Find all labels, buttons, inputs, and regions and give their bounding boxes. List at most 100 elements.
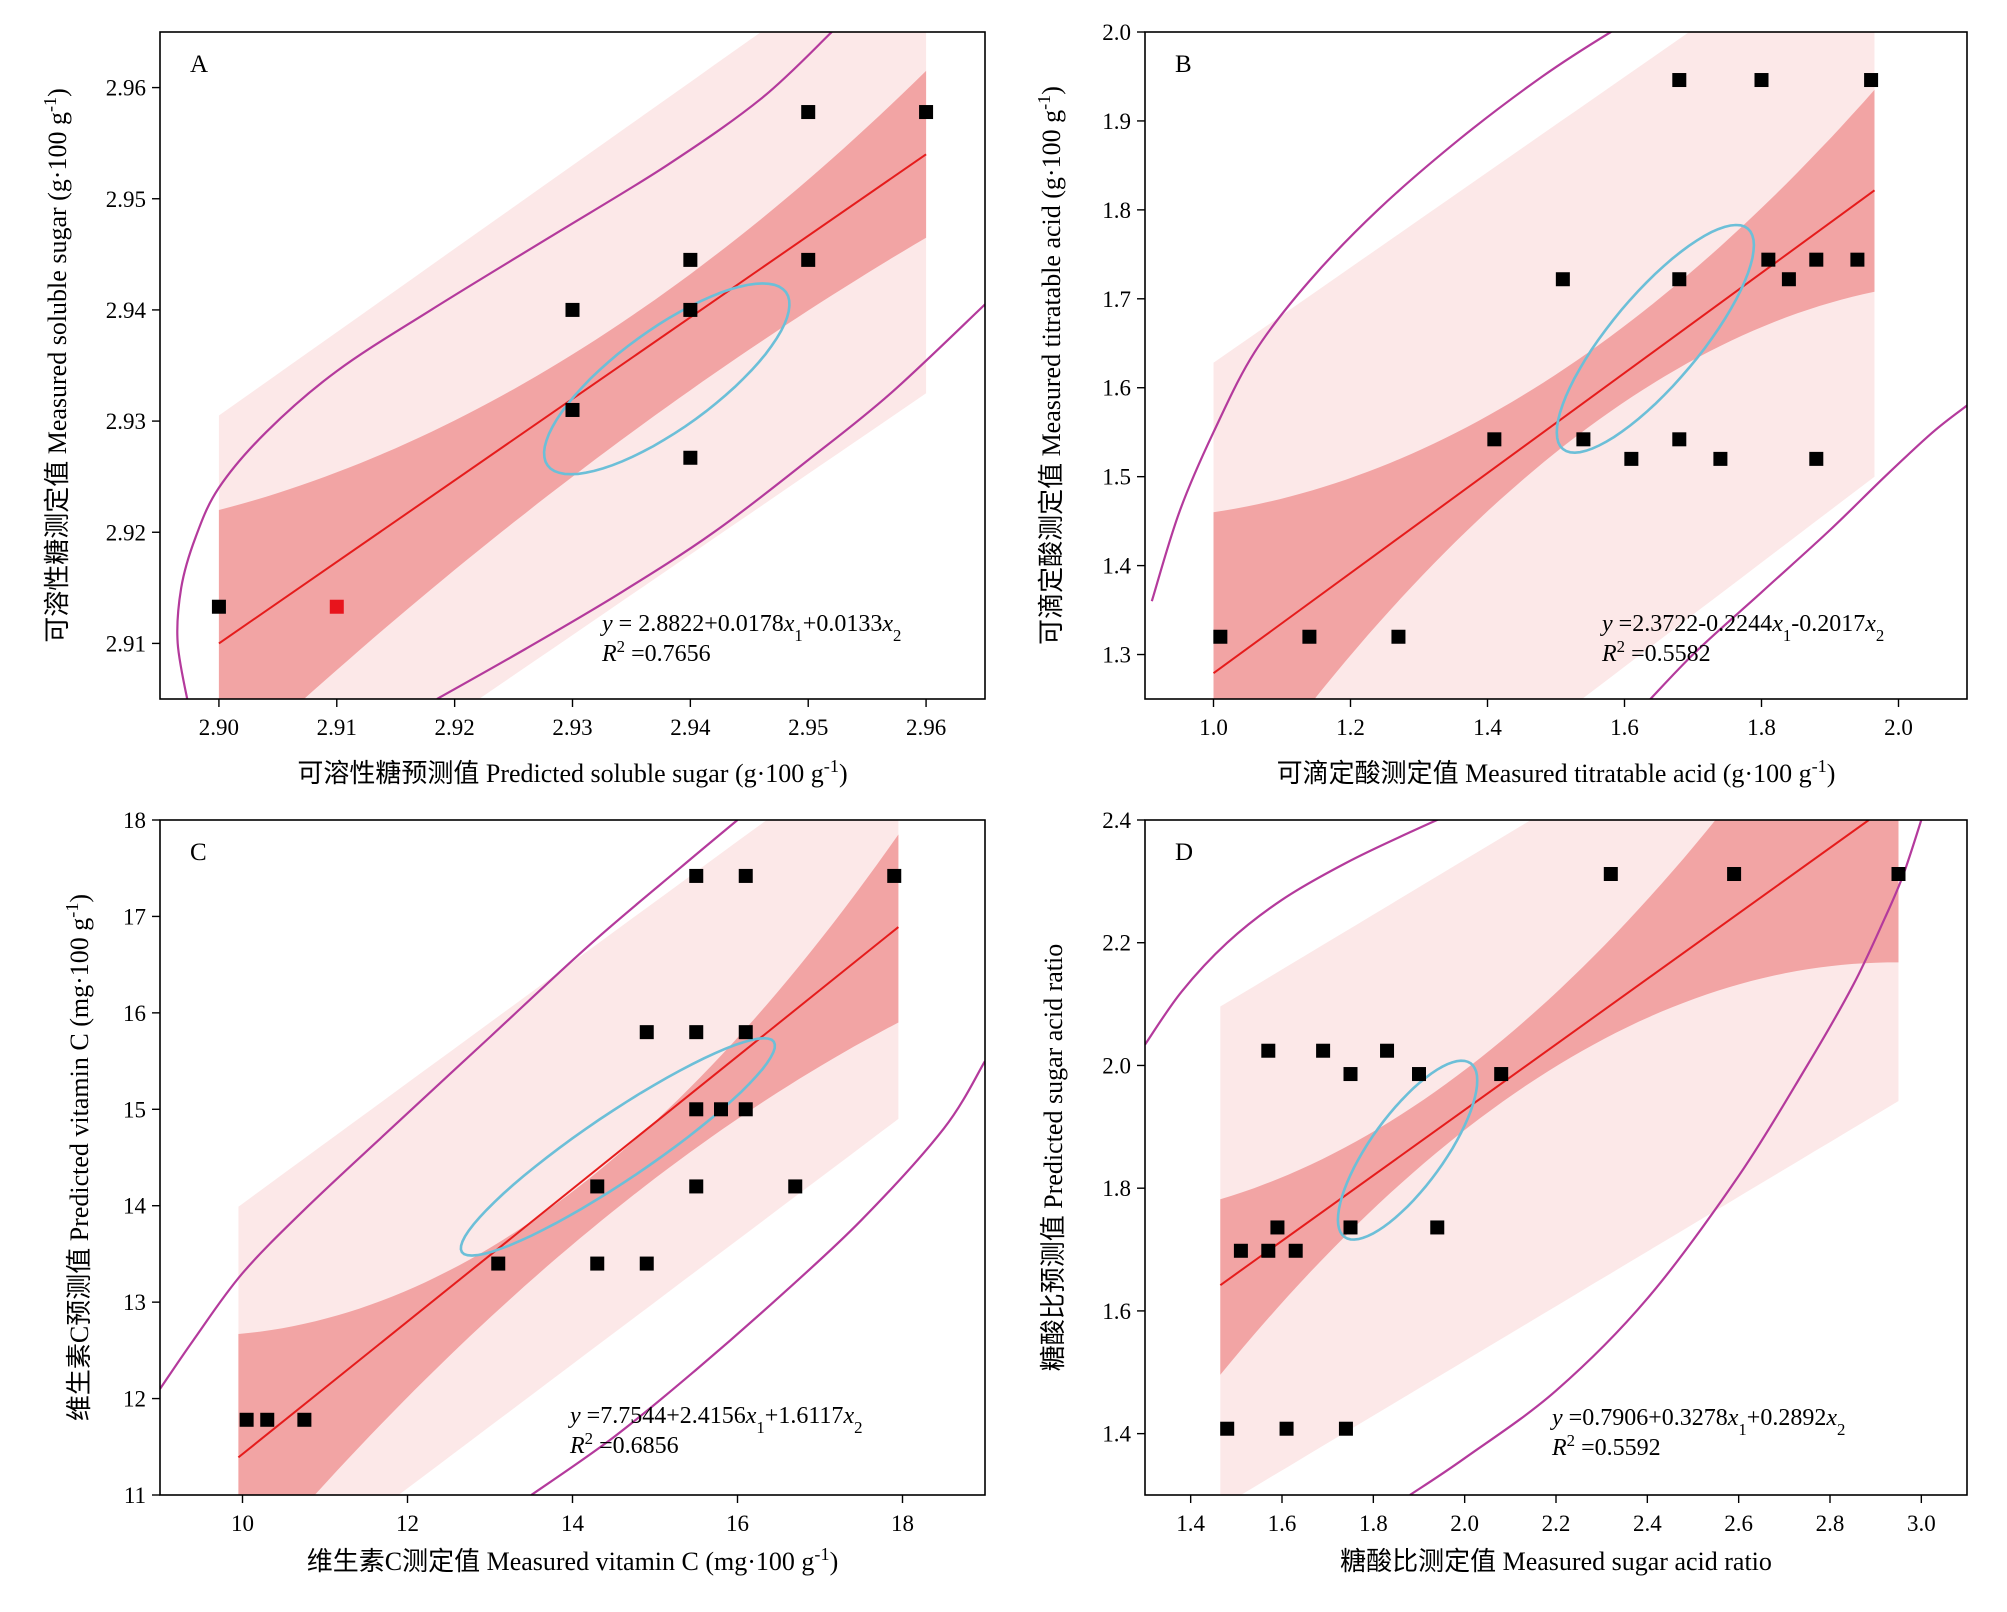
outer-curve-1: [1145, 820, 1440, 1046]
confidence-ellipse: [542, 282, 791, 476]
y-tick-label: 1.6: [1102, 376, 1131, 401]
data-point: [801, 105, 816, 120]
y-tick-label: 1.9: [1102, 109, 1131, 134]
data-point: [1864, 73, 1879, 88]
chart-panel-a: 2.90 2.91 2.92 2.93 2.94 2.95 2.96 2.91 2.92 2.93…: [40, 31, 986, 788]
x-tick-label: 2.94: [670, 715, 711, 740]
x-tick-label: 2.92: [435, 715, 475, 740]
data-point: [1343, 1220, 1358, 1235]
data-point: [1809, 451, 1824, 466]
data-point: [297, 1412, 312, 1427]
data-point: [1391, 629, 1406, 644]
data-point: [738, 868, 753, 883]
y-axis-label: 可溶性糖测定值 Measured soluble sugar (g·100 g-…: [40, 88, 72, 643]
data-point: [1850, 252, 1865, 267]
outer-curve-1: [176, 32, 833, 699]
x-tick-label: 1.0: [1199, 715, 1228, 740]
data-point: [683, 252, 698, 267]
data-point: [919, 105, 934, 120]
data-point-highlight: [329, 599, 344, 614]
x-tick-label: 1.4: [1473, 715, 1502, 740]
x-tick-label: 1.4: [1176, 1511, 1205, 1536]
data-point: [1316, 1043, 1331, 1058]
regression-equation: y =7.7544+2.4156x1+1.6117x2: [568, 1403, 862, 1437]
regression-equation: y = 2.8822+0.0178x1+0.0133x2: [600, 611, 901, 645]
prediction-band: [1220, 820, 1899, 1495]
plot-frame: [1144, 31, 1968, 700]
data-point: [1279, 1421, 1294, 1436]
prediction-band: [238, 820, 899, 1495]
data-point: [738, 1102, 753, 1117]
x-tick-label: 1.8: [1359, 1511, 1388, 1536]
outer-curve-1: [160, 820, 739, 1390]
panel-label: A: [190, 51, 208, 78]
y-tick-label: 2.91: [106, 631, 146, 656]
y-axis-label: 糖酸比预测值 Predicted sugar acid ratio: [1039, 944, 1068, 1371]
r-squared: R2 =0.6856: [569, 1429, 679, 1460]
data-point: [1270, 1220, 1285, 1235]
data-point: [1754, 73, 1769, 88]
r-squared: R2 =0.5582: [1601, 637, 1711, 668]
y-tick-label: 2.0: [1102, 20, 1131, 45]
y-tick-label: 2.4: [1102, 808, 1131, 833]
data-point: [683, 302, 698, 317]
plot-area: [160, 820, 985, 1495]
y-tick-label: 16: [123, 1001, 146, 1026]
plot-area: [1150, 32, 1967, 699]
data-point: [1233, 1243, 1248, 1258]
regression-equation: y =0.7906+0.3278x1+0.2892x2: [1550, 1405, 1845, 1439]
data-point: [689, 1179, 704, 1194]
regression-equation: y =2.3722-0.2244x1-0.2017x2: [1600, 611, 1884, 645]
panel-label: D: [1175, 839, 1193, 866]
data-point: [1809, 252, 1824, 267]
x-tick-label: 16: [726, 1511, 749, 1536]
x-tick-label: 2.6: [1724, 1511, 1753, 1536]
x-axis-label: 可滴定酸测定值 Measured titratable acid (g·100 …: [1277, 756, 1836, 788]
confidence-band: [1213, 89, 1875, 699]
y-tick-label: 15: [123, 1097, 146, 1122]
data-point: [1727, 867, 1742, 881]
data-point: [1487, 432, 1502, 447]
data-point: [1412, 1067, 1426, 1082]
confidence-ellipse: [1555, 223, 1756, 455]
y-tick-label: 13: [123, 1290, 146, 1315]
data-point: [801, 252, 816, 267]
x-tick-label: 2.93: [552, 715, 592, 740]
data-point: [1761, 252, 1776, 267]
y-tick-label: 2.0: [1102, 1053, 1131, 1078]
x-tick-label: 10: [231, 1511, 254, 1536]
y-tick-label: 11: [124, 1483, 146, 1508]
data-point: [1380, 1043, 1395, 1058]
y-tick-label: 2.94: [106, 298, 147, 323]
confidence-band: [238, 834, 899, 1495]
data-point: [689, 868, 704, 883]
y-tick-label: 1.6: [1102, 1299, 1131, 1324]
chart-panel-b: 1.0 1.2 1.4 1.6 1.8 2.0 1.3 1.4 1.5 1.6 1.7 1.8 1.9 2…: [1034, 20, 1968, 788]
outer-curve-2: [1648, 404, 1967, 699]
y-axis-label: 维生素C预测值 Predicted vitamin C (mg·100 g-1): [62, 894, 94, 1421]
data-point: [1672, 432, 1687, 447]
data-point: [1338, 1421, 1353, 1436]
x-tick-label: 3.0: [1907, 1511, 1936, 1536]
x-tick-label: 2.0: [1450, 1511, 1479, 1536]
y-tick-label: 1.8: [1102, 198, 1131, 223]
y-tick-label: 2.95: [106, 187, 146, 212]
data-point: [1430, 1220, 1445, 1235]
y-tick-label: 1.4: [1102, 554, 1131, 579]
chart-panel-c: 10 12 14 16 18 11 12 13 14 15 16 17 18 C 维生素C测定值 Measu…: [62, 808, 986, 1576]
panel-label: B: [1175, 51, 1192, 78]
data-point: [565, 302, 580, 317]
x-tick-label: 1.8: [1747, 715, 1776, 740]
x-tick-label: 2.91: [317, 715, 357, 740]
r-squared: R2 =0.5592: [1551, 1431, 1661, 1462]
y-tick-label: 18: [123, 808, 146, 833]
x-tick-label: 18: [891, 1511, 914, 1536]
y-tick-label: 2.93: [106, 409, 146, 434]
data-point: [714, 1102, 728, 1117]
data-point: [1494, 1067, 1509, 1082]
data-point: [683, 450, 698, 465]
panel-label: C: [190, 839, 207, 866]
x-tick-label: 1.2: [1336, 715, 1365, 740]
x-axis-label: 维生素C测定值 Measured vitamin C (mg·100 g-1): [307, 1544, 839, 1576]
